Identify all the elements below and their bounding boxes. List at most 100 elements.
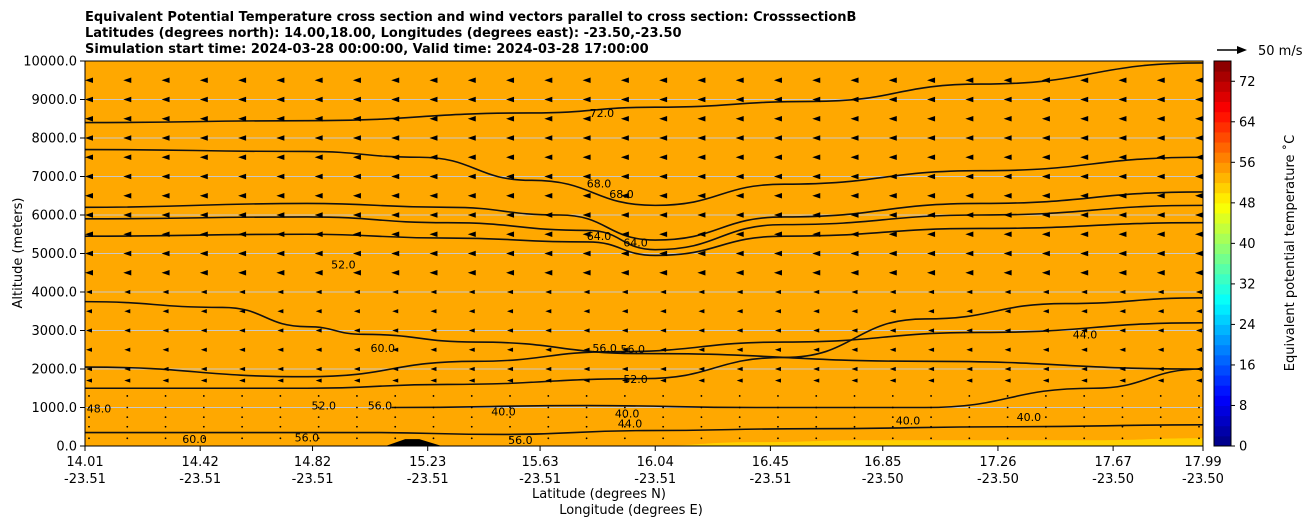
wind-vector [279, 395, 282, 397]
wind-vector [315, 366, 322, 372]
colorbar-tick-label-0: 0 [1239, 440, 1247, 455]
x-tick-label-lat-3: 15.23 [409, 455, 446, 470]
wind-vector [1159, 416, 1162, 419]
colorbar-swatch [1214, 314, 1231, 325]
wind-vector [506, 173, 515, 180]
wind-vector [356, 416, 358, 419]
wind-vector [697, 269, 706, 276]
wind-vector [124, 378, 131, 383]
wind-vector [277, 366, 284, 372]
wind-vector [965, 250, 974, 257]
wind-vector [662, 395, 665, 397]
wind-vector [698, 289, 705, 295]
wind-vector [126, 425, 129, 428]
wind-vector [124, 309, 131, 314]
wind-vector [1157, 328, 1164, 333]
wind-vector [276, 115, 285, 122]
wind-vector [853, 437, 856, 440]
wind-vector [812, 77, 821, 84]
wind-vector [968, 395, 971, 397]
wind-vector [966, 289, 973, 295]
wind-vector [85, 154, 93, 161]
wind-vector [1081, 309, 1088, 314]
wind-vector [124, 328, 131, 333]
wind-vector [507, 309, 514, 314]
wind-vector [85, 212, 93, 218]
wind-vector [544, 212, 553, 218]
wind-vector [623, 437, 626, 440]
wind-vector [85, 173, 93, 180]
wind-vector [162, 366, 169, 372]
wind-vector [889, 309, 896, 314]
x-tick-label-lon-6: -23.51 [749, 472, 791, 487]
wind-vector [123, 212, 132, 218]
x-axis: 14.01 -23.51 14.42 -23.51 14.82 -23.51 15.23 -2… [64, 446, 1224, 487]
wind-vector [353, 378, 360, 383]
wind-vector [736, 347, 743, 352]
wind-vector [470, 416, 473, 419]
wind-vector [432, 437, 435, 440]
wind-vector [965, 192, 974, 199]
wind-vector [1195, 173, 1203, 180]
wind-vector [161, 231, 170, 238]
x-tick-label-lat-6: 16.45 [752, 455, 789, 470]
wind-vector [1118, 212, 1127, 218]
wind-vector [545, 289, 552, 295]
wind-vector [1004, 309, 1011, 314]
wind-vector [86, 366, 92, 372]
colorbar-swatch [1214, 283, 1231, 295]
wind-vector [812, 115, 821, 122]
wind-vector [314, 231, 323, 238]
wind-vector [200, 328, 207, 333]
wind-vector [1196, 378, 1202, 383]
wind-vector [927, 192, 936, 199]
wind-vector [928, 289, 935, 295]
wind-vector [585, 395, 588, 397]
wind-vector [199, 154, 208, 161]
wind-vector [356, 437, 358, 440]
wind-vector [927, 154, 936, 161]
contour-label-13: 44.0 [618, 418, 643, 431]
wind-vector [659, 135, 668, 141]
wind-vector [1004, 378, 1011, 383]
wind-vector [509, 406, 511, 409]
wind-vector [85, 250, 93, 257]
colorbar-swatch [1214, 354, 1231, 366]
wind-vector [1003, 269, 1012, 276]
wind-vector [1118, 173, 1127, 180]
wind-vector [506, 135, 515, 141]
wind-vector [507, 366, 514, 372]
wind-vector [429, 173, 438, 180]
x-tick-label-lat-2: 14.82 [294, 455, 331, 470]
wind-vector [123, 96, 132, 103]
wind-vector [736, 328, 743, 333]
wind-vector [85, 231, 93, 238]
wind-vector [279, 406, 282, 409]
wind-vector [1156, 96, 1165, 103]
wind-vector [1195, 231, 1203, 238]
wind-vector [317, 437, 320, 440]
wind-vector [659, 96, 668, 103]
wind-vector [851, 378, 858, 383]
wind-vector [352, 192, 361, 199]
wind-vector [199, 250, 208, 257]
wind-vector [356, 425, 358, 428]
colorbar-swatch [1214, 243, 1231, 254]
wind-vector [889, 289, 896, 295]
wind-vector [507, 328, 514, 333]
wind-vector [735, 115, 744, 122]
x-tick-label-lat-9: 17.67 [1095, 455, 1132, 470]
wind-vector [965, 154, 974, 161]
wind-vector [621, 328, 628, 333]
wind-vector [86, 309, 92, 314]
wind-vector [547, 437, 550, 440]
wind-vector [1003, 231, 1012, 238]
wind-vector [544, 77, 553, 84]
wind-vector [1198, 406, 1200, 409]
colorbar-swatch [1214, 202, 1231, 214]
wind-vector [1156, 115, 1165, 122]
contour-label-18: 52.0 [312, 400, 337, 413]
wind-vector [697, 231, 706, 238]
wind-vector [965, 135, 974, 141]
colorbar-swatch [1214, 121, 1231, 133]
